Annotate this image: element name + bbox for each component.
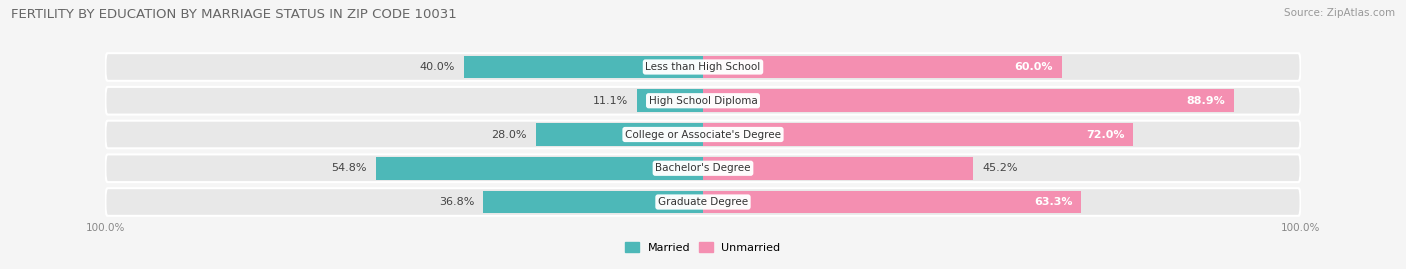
Bar: [703, 89, 1234, 112]
FancyBboxPatch shape: [105, 121, 1301, 148]
Bar: [703, 55, 1062, 79]
Bar: [703, 190, 1081, 214]
Text: 40.0%: 40.0%: [419, 62, 456, 72]
Text: Source: ZipAtlas.com: Source: ZipAtlas.com: [1284, 8, 1395, 18]
Text: 72.0%: 72.0%: [1085, 129, 1125, 140]
Bar: [637, 89, 703, 112]
Text: 45.2%: 45.2%: [981, 163, 1018, 173]
Text: Bachelor's Degree: Bachelor's Degree: [655, 163, 751, 173]
Bar: [464, 55, 703, 79]
Text: Graduate Degree: Graduate Degree: [658, 197, 748, 207]
Text: 11.1%: 11.1%: [592, 96, 627, 106]
Bar: [703, 157, 973, 180]
FancyBboxPatch shape: [105, 87, 1301, 115]
Text: 88.9%: 88.9%: [1187, 96, 1225, 106]
Bar: [375, 157, 703, 180]
Text: College or Associate's Degree: College or Associate's Degree: [626, 129, 780, 140]
Text: 28.0%: 28.0%: [491, 129, 527, 140]
FancyBboxPatch shape: [105, 53, 1301, 81]
Text: 60.0%: 60.0%: [1014, 62, 1053, 72]
Text: FERTILITY BY EDUCATION BY MARRIAGE STATUS IN ZIP CODE 10031: FERTILITY BY EDUCATION BY MARRIAGE STATU…: [11, 8, 457, 21]
Text: High School Diploma: High School Diploma: [648, 96, 758, 106]
FancyBboxPatch shape: [105, 154, 1301, 182]
Text: 36.8%: 36.8%: [439, 197, 474, 207]
Legend: Married, Unmarried: Married, Unmarried: [626, 242, 780, 253]
Text: 63.3%: 63.3%: [1033, 197, 1073, 207]
Bar: [703, 123, 1133, 146]
Bar: [484, 190, 703, 214]
Text: Less than High School: Less than High School: [645, 62, 761, 72]
Text: 54.8%: 54.8%: [330, 163, 367, 173]
FancyBboxPatch shape: [105, 188, 1301, 216]
Bar: [536, 123, 703, 146]
